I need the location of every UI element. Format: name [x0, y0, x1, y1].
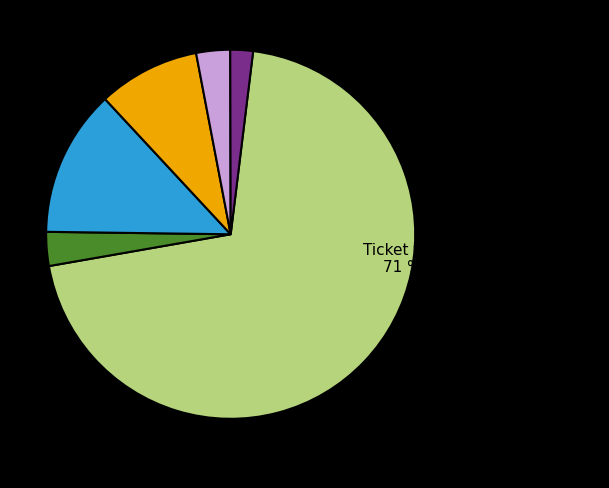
Wedge shape [46, 100, 231, 235]
Wedge shape [49, 52, 415, 419]
Wedge shape [46, 232, 231, 266]
Text: Ticket fine
71 %: Ticket fine 71 % [363, 243, 442, 275]
Wedge shape [105, 54, 231, 235]
Wedge shape [196, 51, 231, 235]
Wedge shape [230, 51, 253, 235]
